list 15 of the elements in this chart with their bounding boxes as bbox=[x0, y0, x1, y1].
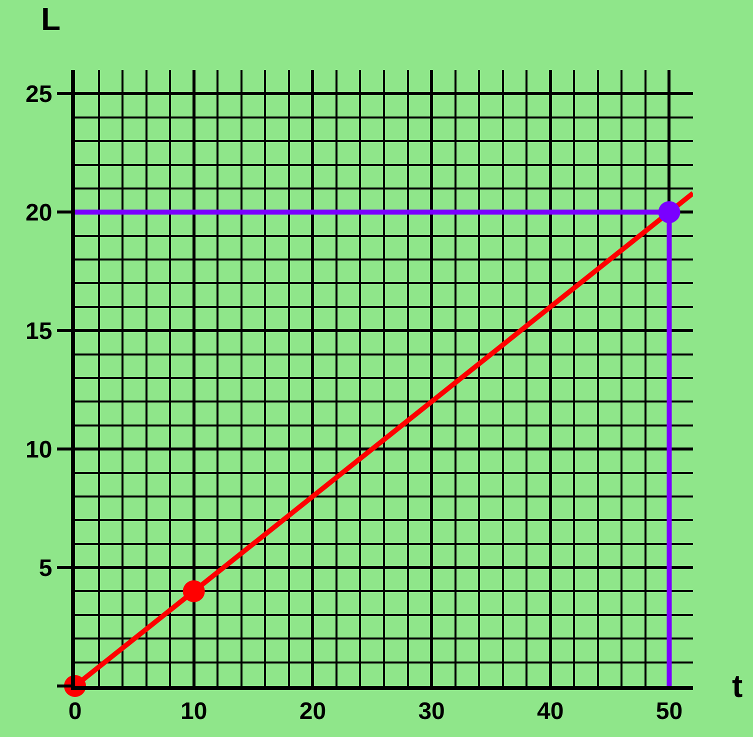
point bbox=[182, 580, 205, 602]
x-tick-label: 10 bbox=[180, 698, 208, 725]
x-tick-label: 50 bbox=[656, 698, 683, 725]
y-tick-label: 10 bbox=[25, 436, 52, 464]
point bbox=[658, 201, 680, 224]
x-tick-label: 40 bbox=[537, 698, 564, 725]
x-axis-title: t bbox=[732, 668, 743, 704]
y-tick-label: 5 bbox=[38, 554, 52, 582]
x-tick-label: 20 bbox=[299, 698, 326, 725]
y-tick-label: 15 bbox=[25, 318, 52, 346]
y-axis-title: L bbox=[41, 1, 61, 37]
x-tick-label: 0 bbox=[68, 698, 82, 725]
y-tick-label: 20 bbox=[25, 200, 52, 227]
x-tick-label: 30 bbox=[418, 698, 445, 725]
y-tick-label: 25 bbox=[25, 81, 52, 108]
